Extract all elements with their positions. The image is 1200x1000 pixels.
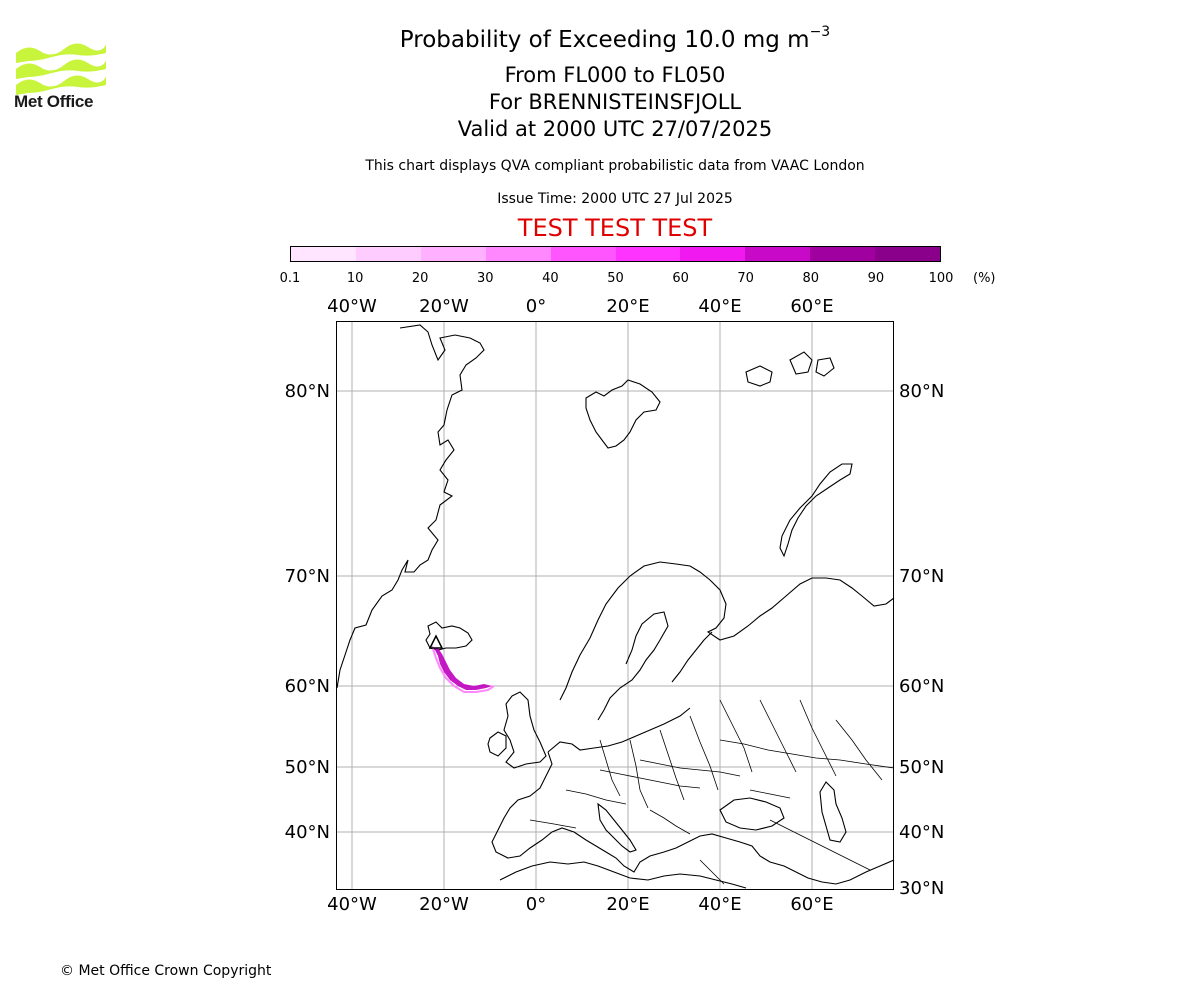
colorbar-segment [680, 247, 746, 261]
colorbar-tick-label: 100 [928, 271, 954, 286]
volcano-marker [428, 634, 444, 649]
colorbar-segment [875, 247, 941, 261]
lon-label-bottom: 20°W [419, 894, 469, 915]
colorbar-tick-label: 90 [867, 271, 885, 286]
sweden-coast [597, 611, 669, 721]
plume-core [434, 648, 492, 690]
lat-label-left: 40°N [285, 822, 330, 843]
longitude-labels-top: 40°W 20°W 0° 20°E 40°E 60°E [327, 296, 833, 317]
met-office-logo-icon [16, 43, 106, 95]
iceland-coast [425, 621, 473, 651]
greenland-coast [336, 324, 485, 689]
scandinavia-coast [559, 561, 895, 701]
black-sea-coast [719, 797, 785, 831]
country-borders [529, 699, 895, 885]
colorbar-segment [355, 247, 421, 261]
colorbar-tick-label: 50 [607, 271, 624, 286]
issue-time: Issue Time: 2000 UTC 27 Jul 2025 [497, 191, 733, 207]
africa-coast [499, 861, 747, 889]
latitude-labels-right: 80°N 70°N 60°N 50°N 40°N 30°N [899, 381, 944, 899]
lat-label-right: 60°N [899, 676, 944, 697]
lon-label-bottom: 40°E [698, 894, 741, 915]
colorbar-tick-label: 30 [477, 271, 494, 286]
colorbar-segment [291, 247, 356, 261]
ireland-coast [487, 731, 507, 757]
lon-label-bottom: 20°E [606, 894, 649, 915]
lat-label-left: 70°N [285, 566, 330, 587]
italy-coast [597, 802, 637, 853]
lon-label-top: 20°W [419, 296, 469, 317]
volcano-name: For BRENNISTEINSFJOLL [488, 90, 742, 114]
lat-label-right: 70°N [899, 566, 944, 587]
colorbar-tick-label: 70 [737, 271, 754, 286]
lon-label-top: 20°E [606, 296, 649, 317]
svalbard-coast [585, 379, 661, 449]
latitude-labels-left: 80°N 70°N 60°N 50°N 40°N [285, 381, 330, 843]
disclaimer-text: This chart displays QVA compliant probab… [365, 158, 865, 174]
great-britain-coast [503, 691, 547, 769]
colorbar-tick-label: 0.1 [279, 271, 301, 286]
lon-label-bottom: 0° [526, 894, 546, 915]
caspian-sea-coast [819, 781, 847, 843]
colorbar-unit: (%) [973, 271, 996, 286]
colorbar-tick-label: 20 [411, 271, 429, 286]
flight-level-range: From FL000 to FL050 [504, 63, 726, 87]
colorbar-segment [810, 247, 876, 261]
copyright-text: © Met Office Crown Copyright [60, 963, 272, 979]
ash-plume [428, 634, 495, 693]
colorbar-segment [745, 247, 811, 261]
lon-label-bottom: 60°E [790, 894, 833, 915]
lat-label-right: 40°N [899, 822, 944, 843]
lat-label-left: 80°N [285, 381, 330, 402]
novaya-zemlya-coast [779, 463, 853, 558]
europe-coast [491, 707, 895, 885]
lon-label-top: 40°W [327, 296, 377, 317]
colorbar-tick-label: 80 [802, 271, 820, 286]
lon-label-top: 0° [526, 296, 546, 317]
graticule [337, 322, 894, 889]
lon-label-bottom: 40°W [327, 894, 377, 915]
colorbar-segment [420, 247, 486, 261]
probability-colorbar [290, 246, 941, 262]
lat-label-left: 50°N [285, 757, 330, 778]
lat-label-left: 60°N [285, 676, 330, 697]
longitude-labels-bottom: 40°W 20°W 0° 20°E 40°E 60°E [327, 894, 833, 915]
plume-edge [431, 645, 495, 693]
lat-label-right: 30°N [899, 878, 944, 899]
colorbar-segment [550, 247, 616, 261]
map-frame [336, 321, 894, 890]
coastlines [336, 324, 895, 889]
colorbar-tick-label: 40 [542, 271, 559, 286]
colorbar-tick-label: 60 [672, 271, 689, 286]
valid-time: Valid at 2000 UTC 27/07/2025 [457, 117, 773, 141]
colorbar-tick-label: 10 [346, 271, 364, 286]
lon-label-top: 40°E [698, 296, 741, 317]
colorbar-segment [485, 247, 551, 261]
colorbar-segment [615, 247, 681, 261]
lon-label-top: 60°E [790, 296, 833, 317]
chart-title: Probability of Exceeding 10.0 mg m−3 [399, 24, 831, 53]
met-office-logo-text: Met Office [14, 92, 94, 111]
lat-label-right: 50°N [899, 757, 944, 778]
finland-coast [671, 631, 713, 683]
lat-label-right: 80°N [899, 381, 944, 402]
test-banner: TEST TEST TEST [517, 214, 713, 242]
frans-josef-land [745, 351, 835, 387]
